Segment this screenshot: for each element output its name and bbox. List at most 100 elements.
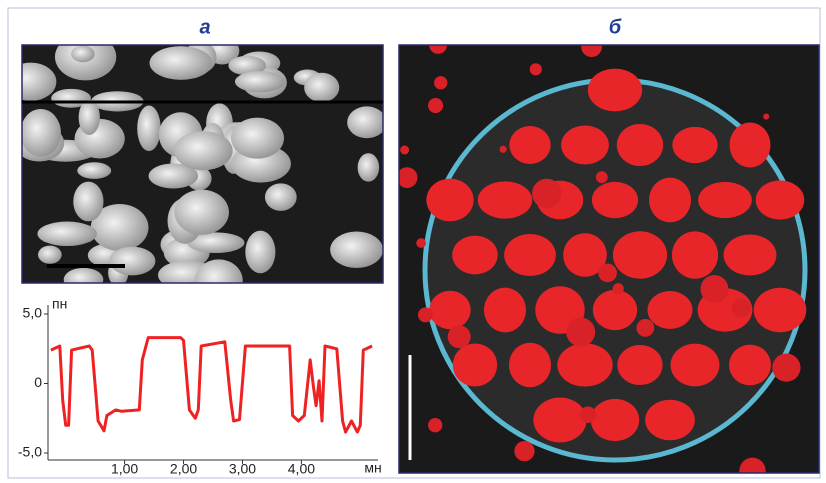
grain bbox=[347, 106, 383, 139]
domain bbox=[698, 181, 752, 219]
domain bbox=[755, 180, 805, 220]
domain bbox=[504, 234, 556, 276]
domain bbox=[483, 287, 527, 333]
grain bbox=[22, 62, 57, 101]
speck bbox=[612, 283, 624, 295]
domain bbox=[617, 344, 663, 386]
domain bbox=[429, 290, 471, 330]
grain bbox=[148, 163, 199, 189]
domain bbox=[616, 123, 664, 167]
grain bbox=[194, 259, 243, 283]
speck bbox=[428, 418, 443, 433]
grain bbox=[90, 203, 149, 251]
domain bbox=[612, 231, 668, 279]
grain bbox=[78, 99, 100, 135]
grain bbox=[73, 181, 104, 222]
grain bbox=[304, 72, 340, 103]
speck bbox=[566, 317, 596, 347]
speck bbox=[434, 76, 448, 90]
grain bbox=[187, 232, 245, 254]
speck bbox=[417, 307, 433, 323]
fluorescence-image bbox=[399, 45, 819, 473]
grain bbox=[37, 221, 97, 247]
domain bbox=[452, 235, 498, 275]
frame bbox=[7, 7, 821, 479]
speck bbox=[400, 145, 410, 155]
afm-image bbox=[22, 45, 383, 283]
speck bbox=[499, 145, 507, 153]
domain bbox=[563, 233, 607, 277]
speck bbox=[514, 440, 535, 462]
grain bbox=[38, 245, 62, 264]
speck bbox=[416, 238, 426, 248]
domain bbox=[591, 181, 639, 219]
speck bbox=[636, 318, 655, 337]
grain bbox=[22, 108, 61, 157]
grain bbox=[71, 45, 95, 63]
speck bbox=[428, 98, 444, 114]
domain bbox=[533, 397, 587, 443]
x-unit: мн bbox=[364, 460, 381, 476]
domain bbox=[477, 181, 533, 219]
domain bbox=[648, 177, 692, 223]
domain bbox=[509, 126, 551, 164]
grain bbox=[63, 267, 104, 283]
grain bbox=[245, 230, 276, 274]
image-border bbox=[21, 44, 384, 284]
domain bbox=[753, 287, 807, 333]
speck bbox=[700, 275, 729, 303]
y-tick-label: 0 bbox=[34, 374, 42, 390]
profile-line bbox=[50, 336, 373, 434]
domain bbox=[723, 234, 777, 276]
y-tick-label: 5,0 bbox=[23, 305, 43, 321]
domain bbox=[671, 231, 719, 279]
speck bbox=[598, 263, 617, 283]
x-tick-label: 3,00 bbox=[229, 461, 256, 477]
x-tick-label: 2,00 bbox=[170, 461, 197, 477]
speck bbox=[532, 178, 562, 209]
speck bbox=[429, 45, 447, 54]
grain bbox=[149, 46, 213, 80]
panel-label: а bbox=[199, 16, 210, 38]
speck bbox=[595, 171, 608, 184]
domain bbox=[557, 343, 613, 387]
grain bbox=[228, 55, 267, 76]
grain bbox=[234, 70, 285, 93]
domain bbox=[672, 126, 718, 164]
speck bbox=[731, 298, 751, 318]
grain bbox=[77, 162, 112, 179]
domain bbox=[729, 344, 771, 386]
x-tick-label: 4,00 bbox=[288, 461, 315, 477]
domain bbox=[452, 343, 498, 387]
domain bbox=[426, 178, 474, 222]
x-tick-label: 1,00 bbox=[111, 461, 138, 477]
domain bbox=[590, 398, 640, 442]
speck bbox=[447, 325, 471, 349]
grain bbox=[137, 105, 161, 152]
grain bbox=[109, 246, 156, 276]
grain bbox=[173, 131, 233, 171]
speck bbox=[579, 406, 597, 424]
grain bbox=[330, 231, 383, 269]
speck bbox=[739, 457, 766, 473]
domain bbox=[561, 125, 609, 165]
speck bbox=[399, 167, 418, 188]
domain bbox=[670, 343, 720, 387]
grain bbox=[54, 45, 117, 81]
panel-label: б bbox=[609, 16, 622, 38]
grain bbox=[264, 183, 297, 211]
speck bbox=[529, 63, 542, 76]
domain bbox=[592, 289, 638, 331]
grain bbox=[174, 189, 229, 235]
domain bbox=[645, 399, 695, 441]
speck bbox=[772, 353, 801, 382]
image-border bbox=[398, 44, 820, 474]
speck bbox=[581, 45, 603, 58]
y-unit: пн bbox=[52, 296, 67, 312]
grain bbox=[230, 117, 284, 159]
grain bbox=[357, 153, 380, 182]
domain bbox=[729, 122, 771, 168]
domain bbox=[587, 68, 643, 112]
domain bbox=[508, 342, 552, 388]
